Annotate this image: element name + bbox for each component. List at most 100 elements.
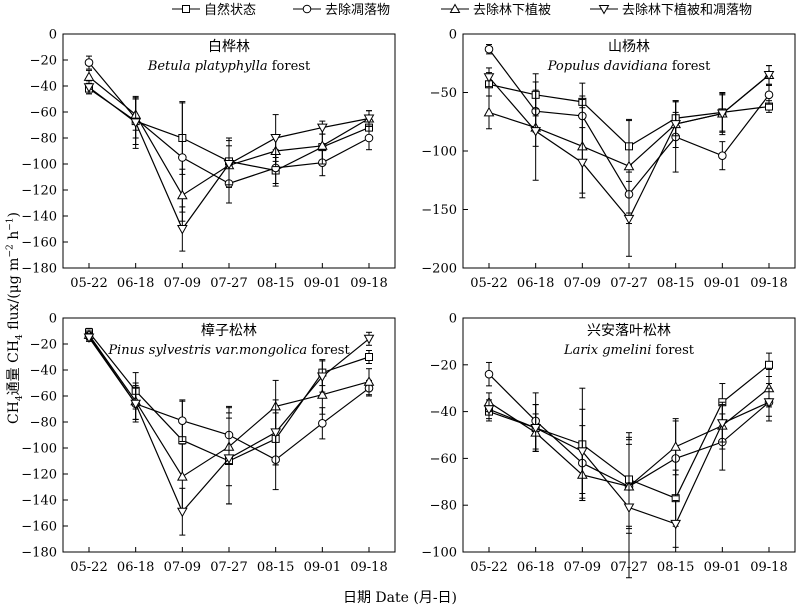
x-tick-label: 09-01 <box>704 560 741 575</box>
data-point <box>270 134 282 144</box>
x-tick-label: 07-09 <box>564 560 601 575</box>
x-tick-label: 06-18 <box>117 276 154 291</box>
y-tick-label: −160 <box>21 520 57 535</box>
y-tick-label: −20 <box>30 54 57 69</box>
data-point <box>576 447 588 457</box>
legend-marker <box>182 5 190 13</box>
legend-item: 去除凋落物 <box>293 3 390 18</box>
data-point <box>483 106 495 117</box>
data-point <box>670 519 682 530</box>
panel-title-cn: 樟子松林 <box>201 322 257 339</box>
y-tick-label: −180 <box>21 546 57 561</box>
y-tick-label: −140 <box>21 210 57 225</box>
data-point <box>363 114 375 125</box>
y-tick-label: −60 <box>30 390 57 405</box>
panel-title-latin: Populus davidiana forest <box>547 59 711 74</box>
data-point <box>484 369 494 379</box>
panel-title-cn: 白桦林 <box>208 39 250 55</box>
data-point <box>530 127 542 137</box>
legend-label: 去除凋落物 <box>325 3 390 18</box>
x-tick-label: 07-27 <box>210 276 247 291</box>
series-triangle-down <box>83 331 375 536</box>
x-tick-label: 05-22 <box>70 276 107 291</box>
data-point <box>223 454 235 464</box>
panel-populus: −200 −150 −100 −50 0 05-22 06-18 07-09 07-27 08-1… <box>400 22 800 306</box>
data-point <box>83 83 95 93</box>
data-point <box>178 153 187 162</box>
legend-marker <box>598 5 610 15</box>
data-point <box>364 133 374 143</box>
legend-item: 去除林下植被 <box>441 3 551 18</box>
data-point <box>176 507 188 518</box>
data-point <box>623 160 635 171</box>
data-point <box>716 419 728 429</box>
data-point <box>623 503 635 514</box>
data-point <box>763 398 775 408</box>
y-tick-label: −160 <box>21 236 57 251</box>
data-point <box>178 416 187 425</box>
y-tick-label: −120 <box>21 184 57 199</box>
y-tick-label: −60 <box>430 452 457 467</box>
data-point <box>84 58 94 67</box>
x-tick-label: 05-22 <box>70 560 107 575</box>
y-tick-label: −150 <box>421 203 457 218</box>
data-point <box>316 140 328 150</box>
panel-larix: −100 −80 −60 −40 −20 0 05-22 06-18 07-09 07-27 08-… <box>400 306 800 590</box>
y-tick-label: −100 <box>21 442 57 457</box>
legend-item: 去除林下植被和凋落物 <box>590 3 752 18</box>
y-tick-label: −40 <box>430 405 457 420</box>
legend-label: 自然状态 <box>204 2 256 18</box>
y-tick-label: 0 <box>49 312 57 327</box>
data-point <box>576 158 588 169</box>
y-tick-label: −200 <box>421 262 457 277</box>
data-point <box>176 225 188 235</box>
y-tick-label: −40 <box>30 364 57 379</box>
data-point <box>764 90 774 100</box>
panel-chart: −180 −160 −140 −120 −100 −80 −60 −40 −20 0 05-22 06… <box>21 312 396 575</box>
data-point <box>176 189 188 200</box>
x-tick-label: 09-18 <box>750 560 787 575</box>
data-point <box>363 376 375 386</box>
data-point <box>530 423 542 434</box>
panel-title-cn: 兴安落叶松林 <box>587 323 671 339</box>
data-point <box>83 71 95 81</box>
y-tick-label: −80 <box>30 416 57 431</box>
data-point <box>363 334 375 345</box>
data-point <box>483 73 495 83</box>
panel-title-latin: Betula platyphylla forest <box>147 59 311 74</box>
x-tick-label: 09-18 <box>750 276 787 291</box>
y-tick-label: −20 <box>430 358 457 373</box>
legend-label: 去除林下植被 <box>473 3 551 18</box>
y-tick-label: −100 <box>21 158 57 173</box>
y-tick-label: −20 <box>30 338 57 353</box>
x-tick-label: 07-27 <box>610 276 647 291</box>
data-point <box>130 118 142 128</box>
x-tick-label: 06-18 <box>517 276 554 291</box>
data-point <box>270 428 282 438</box>
data-point <box>763 70 775 81</box>
panel-title-latin: Pinus sylvestris var.mongolica forest <box>107 343 350 358</box>
data-point <box>670 441 682 451</box>
panel-chart: −180 −160 −140 −120 −100 −80 −60 −40 −20 0 05-22 06… <box>21 28 396 291</box>
x-tick-label: 08-15 <box>657 276 694 291</box>
series-triangle-down <box>83 80 375 252</box>
data-point <box>765 360 773 369</box>
panel-betula: −180 −160 −140 −120 −100 −80 −60 −40 −20 0 05-22 06… <box>0 22 400 306</box>
y-tick-label: −80 <box>30 132 57 147</box>
panel-title-latin: Larix gmelini forest <box>563 343 695 358</box>
y-axis-label: CH4通量 CH4 flux/(μg m−2 h−1) <box>5 212 25 424</box>
x-tick-label: 09-01 <box>304 560 341 575</box>
data-point <box>223 160 235 170</box>
y-tick-label: −100 <box>421 546 457 561</box>
y-tick-label: −40 <box>30 80 57 95</box>
x-tick-label: 07-27 <box>210 560 247 575</box>
data-point <box>176 471 188 481</box>
x-tick-label: 08-15 <box>257 276 294 291</box>
data-point <box>483 405 495 415</box>
x-tick-label: 05-22 <box>470 560 507 575</box>
x-tick-label: 09-01 <box>704 276 741 291</box>
x-tick-label: 09-01 <box>304 276 341 291</box>
x-tick-label: 08-15 <box>257 560 294 575</box>
x-tick-label: 06-18 <box>117 560 154 575</box>
